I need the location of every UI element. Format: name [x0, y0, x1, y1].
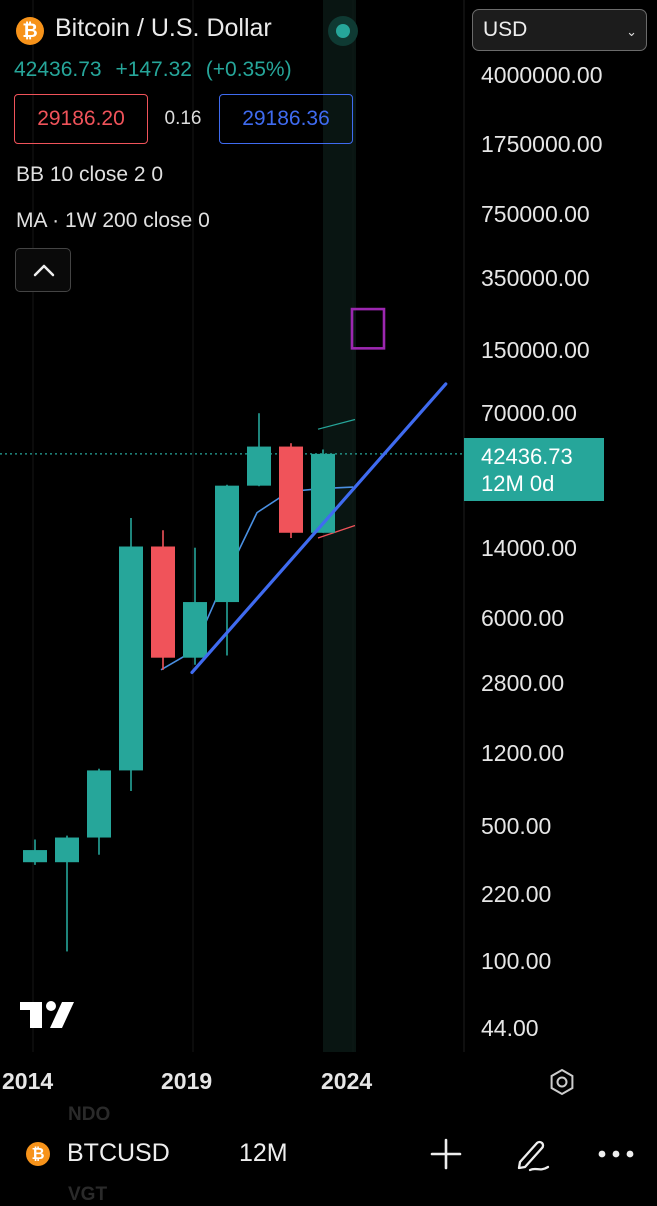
price-axis-label: 6000.00: [481, 605, 565, 631]
buy-button[interactable]: 29186.36: [219, 94, 353, 144]
price-axis-label: 750000.00: [481, 201, 590, 227]
currency-select[interactable]: USD ⌄: [472, 9, 647, 51]
price-axis-label: 1750000.00: [481, 131, 603, 157]
bollinger-upper-band: [317, 418, 356, 430]
indicator-moving-average[interactable]: MA · 1W 200 close 0: [16, 209, 210, 232]
price-axis-label: 14000.00: [481, 535, 577, 561]
candle-body: [215, 485, 239, 603]
price-axis-label: 350000.00: [481, 265, 590, 291]
target-box: [350, 307, 386, 350]
chart-settings-icon[interactable]: [548, 1068, 576, 1096]
background-symbol-label: NDQ: [68, 1104, 111, 1125]
candle-body: [87, 770, 111, 838]
chevron-up-icon: [33, 264, 55, 277]
market-status-icon[interactable]: [328, 16, 358, 46]
candle-body: [55, 837, 79, 863]
time-axis-label: 2024: [321, 1068, 373, 1094]
price-axis-label: 1200.00: [481, 740, 565, 766]
candle-body: [279, 446, 303, 533]
sell-button[interactable]: 29186.20: [14, 94, 148, 144]
candle-body: [183, 602, 207, 658]
candle-body: [311, 453, 335, 533]
candle-body: [247, 446, 271, 486]
bitcoin-logo-icon: ₿: [16, 17, 44, 45]
candle-body: [151, 546, 175, 658]
time-axis-label: 2014: [2, 1068, 54, 1094]
price-change: +147.32: [115, 58, 192, 81]
chevron-down-icon: ⌄: [626, 24, 637, 39]
price-axis-label: 220.00: [481, 881, 552, 907]
symbol-button[interactable]: BTCUSD: [67, 1139, 170, 1167]
bollinger-lower-band: [317, 524, 356, 539]
interval-button[interactable]: 12M: [239, 1139, 288, 1167]
price-axis-label: 150000.00: [481, 337, 590, 363]
candle-body: [23, 850, 47, 863]
price-axis-label: 70000.00: [481, 400, 577, 426]
collapse-indicators-button[interactable]: [15, 248, 71, 292]
background-symbol-label: VGT: [68, 1184, 108, 1205]
spread-value: 0.16: [164, 108, 202, 129]
price-axis-label: 4000000.00: [481, 62, 603, 88]
time-axis-label: 2019: [161, 1068, 213, 1094]
candle-body: [119, 546, 143, 771]
currency-value: USD: [483, 18, 528, 41]
plus-icon[interactable]: [428, 1136, 464, 1172]
price-axis-label: 100.00: [481, 948, 552, 974]
price-summary: 42436.73 +147.32 (+0.35%): [14, 58, 300, 82]
price-axis-label: 2800.00: [481, 670, 565, 696]
price-axis-label: 500.00: [481, 813, 552, 839]
bar-countdown: 12M 0d: [481, 471, 555, 496]
bottom-toolbar: ₿ BTCUSD 12M: [0, 1120, 657, 1200]
drawing-pen-icon[interactable]: [512, 1134, 552, 1174]
price-axis-label: 44.00: [481, 1015, 539, 1041]
bitcoin-logo-icon: ₿: [26, 1142, 50, 1166]
trend-line: [190, 382, 448, 675]
symbol-title[interactable]: Bitcoin / U.S. Dollar: [55, 14, 272, 42]
last-price-tag-value: 42436.73: [481, 444, 573, 469]
tradingview-logo-icon: [20, 1001, 74, 1028]
indicator-bollinger-bands[interactable]: BB 10 close 2 0: [16, 163, 164, 186]
last-price-tag: 42436.73 12M 0d: [464, 438, 604, 501]
last-price: 42436.73: [14, 58, 102, 81]
price-change-percent: (+0.35%): [205, 58, 292, 81]
more-options-icon[interactable]: [596, 1136, 636, 1172]
